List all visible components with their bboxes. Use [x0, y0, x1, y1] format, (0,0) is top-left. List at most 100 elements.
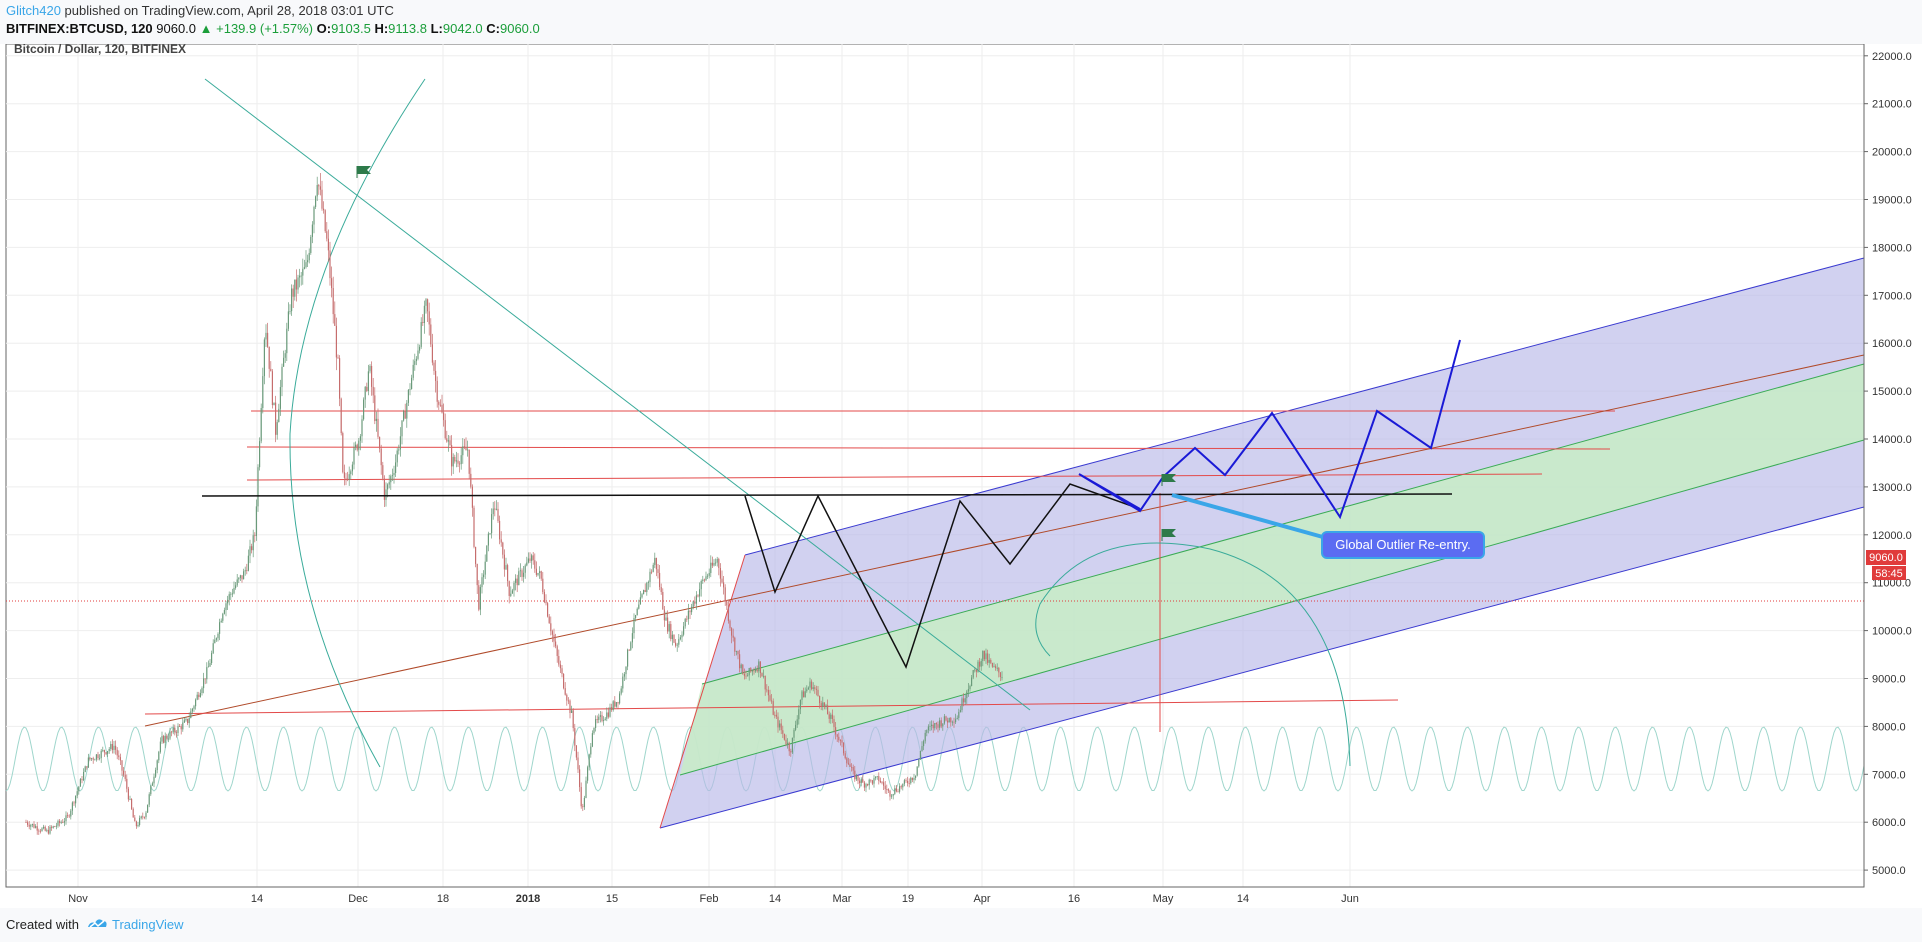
candle-body: [347, 478, 349, 480]
candle-body: [815, 688, 817, 690]
candle-body: [435, 370, 437, 381]
candle-body: [556, 646, 558, 657]
candle-body: [678, 639, 680, 645]
candle-body: [222, 613, 224, 621]
candle-body: [948, 717, 950, 723]
candle-body: [158, 751, 160, 761]
author-link[interactable]: Glitch420: [6, 3, 61, 18]
candle-body: [271, 371, 273, 406]
candle-body: [404, 411, 406, 419]
candle-body: [337, 357, 339, 359]
candle-body: [484, 561, 486, 575]
candle-body: [788, 742, 790, 752]
candle-body: [382, 465, 384, 479]
candle-body: [727, 605, 729, 621]
candle-body: [855, 775, 857, 780]
candle-body: [811, 681, 813, 690]
candle-body: [132, 808, 134, 818]
candle-body: [785, 739, 787, 745]
candle-body: [163, 736, 165, 743]
candle-body: [495, 508, 497, 510]
candle-body: [763, 675, 765, 677]
candle-body: [436, 380, 438, 402]
candle-body: [999, 672, 1001, 678]
candle-body: [679, 637, 681, 640]
tradingview-link[interactable]: TradingView: [112, 917, 184, 932]
candle-body: [412, 364, 414, 378]
candle-body: [985, 653, 987, 660]
candle-body: [310, 236, 312, 253]
candle-body: [438, 401, 440, 405]
candle-body: [227, 599, 229, 604]
candle-body: [399, 436, 401, 450]
x-tick-label: 18: [437, 893, 449, 905]
candle-body: [67, 815, 69, 817]
tradingview-logo-icon[interactable]: [86, 917, 108, 931]
candle-body: [228, 594, 230, 600]
candle-body: [868, 779, 870, 786]
candle-body: [854, 770, 856, 780]
candle-body: [667, 617, 669, 632]
close-label: C:: [486, 21, 500, 36]
candle-body: [772, 701, 774, 715]
candle-body: [115, 745, 117, 750]
candle-body: [910, 777, 912, 784]
price-chart[interactable]: Global Outlier Re-entry. Bitcoin / Dolla…: [0, 44, 1922, 908]
candle-body: [572, 710, 574, 729]
candle-body: [958, 711, 960, 718]
candle-body: [769, 695, 771, 701]
last-price: 9060.0: [156, 21, 197, 36]
candle-body: [719, 568, 721, 579]
candle-body: [983, 650, 985, 660]
y-axis[interactable]: 22000.0 21000.0 20000.0 19000.0 18000.0 17000…: [1864, 51, 1912, 877]
candle-body: [324, 210, 326, 232]
candle-body: [715, 562, 717, 564]
candle-body: [102, 750, 104, 751]
candle-body: [343, 472, 345, 478]
candle-body: [681, 634, 683, 638]
callout-text: Global Outlier Re-entry.: [1335, 537, 1471, 552]
candle-body: [671, 634, 673, 640]
candle-body: [644, 590, 646, 593]
candle-body: [247, 555, 249, 571]
x-tick-label: 19: [902, 893, 914, 905]
candle-body: [359, 436, 361, 441]
candle-body: [273, 402, 275, 406]
candle-body: [612, 701, 614, 710]
candle-body: [135, 821, 137, 827]
candle-body: [531, 555, 533, 561]
candle-body: [267, 332, 269, 347]
candle-body: [33, 824, 35, 828]
candle-body: [164, 735, 166, 743]
candle-body: [942, 723, 944, 727]
symbol-label: BITFINEX:BTCUSD, 120: [6, 21, 153, 36]
candle-body: [955, 719, 957, 723]
candle-body: [963, 698, 965, 703]
candle-body: [782, 730, 784, 734]
candle-body: [51, 826, 53, 828]
candle-body: [467, 449, 469, 451]
candle-body: [47, 829, 49, 834]
candle-body: [388, 482, 390, 485]
candle-body: [767, 690, 769, 696]
candle-body: [198, 694, 200, 698]
x-axis[interactable]: Nov 14 Dec 18 2018 15 Feb 14 Mar 19 Apr 16 May 14 Jun: [6, 886, 1864, 905]
y-tick-label: 5000.0: [1872, 865, 1906, 877]
candle-body: [499, 520, 501, 540]
flag-icon: [1161, 529, 1176, 541]
callout-box[interactable]: [1321, 531, 1485, 559]
candle-body: [339, 358, 341, 399]
candle-body: [508, 581, 510, 596]
candle-body: [140, 816, 142, 819]
candle-body: [929, 725, 931, 727]
candle-body: [70, 810, 72, 817]
candle-body: [691, 606, 693, 613]
candle-body: [883, 782, 885, 786]
candle-body: [252, 535, 254, 551]
candle-body: [275, 402, 277, 435]
candle-body: [95, 754, 97, 760]
candle-body: [78, 786, 80, 792]
candle-body: [276, 422, 278, 435]
candle-body: [249, 546, 251, 556]
candle-body: [292, 288, 294, 297]
